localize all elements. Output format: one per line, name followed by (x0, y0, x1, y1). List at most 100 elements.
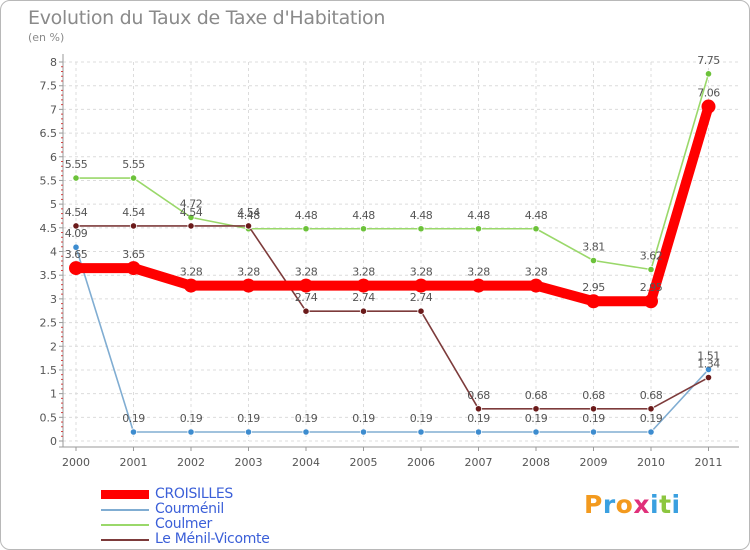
data-point (302, 307, 310, 315)
y-tick-labels: 0 0.5 1 1.5 2 2.5 3 3.5 4 4.5 5 5.5 6 6.5 7 7.5 8 (40, 56, 63, 448)
data-label: 4.48 (237, 209, 260, 222)
series-line (75, 225, 710, 410)
y-tick-label: 0.5 (40, 411, 58, 424)
data-point (129, 428, 138, 436)
data-label: 7.06 (697, 87, 720, 100)
proxiti-logo: Proxiti (584, 490, 681, 519)
chart-title: Evolution du Taux de Taxe d'Habitation (28, 7, 386, 29)
grid-lines (63, 61, 739, 442)
data-point (417, 307, 425, 315)
x-tick-label: 2003 (235, 456, 263, 469)
x-tick-label: 2006 (407, 456, 435, 469)
data-label: 1.51 (697, 349, 720, 362)
data-point (241, 278, 256, 293)
data-label: 0.19 (295, 412, 318, 425)
data-point (72, 243, 80, 251)
data-point (589, 405, 598, 413)
series-le-m-nil-vicomte (72, 222, 713, 413)
logo-letter: i (671, 490, 681, 519)
x-tick-label: 2000 (62, 456, 90, 469)
data-point (302, 428, 310, 436)
data-point (129, 174, 138, 182)
data-point (244, 428, 253, 436)
data-point (187, 222, 195, 230)
data-point (704, 70, 713, 78)
x-tick-label: 2010 (637, 456, 665, 469)
data-point (529, 278, 543, 293)
y-tick-label: 1 (50, 388, 57, 401)
data-label: 3.28 (467, 266, 490, 279)
data-point (532, 225, 540, 233)
data-label: 2.74 (352, 291, 375, 304)
data-point (701, 99, 716, 114)
data-point (414, 278, 428, 293)
data-point (244, 222, 253, 230)
data-point (644, 294, 658, 309)
chart-legend: CROISILLES Courménil Coulmer Le Ménil-Vicom… (101, 487, 270, 547)
y-tick-label: 3.5 (40, 269, 58, 282)
data-point (532, 405, 540, 413)
data-labels: 3.65 3.65 3.28 3.28 3.28 3.28 3.28 3.28 3.28 2.95… (65, 54, 721, 425)
data-point (704, 365, 713, 374)
x-tick-label: 2009 (580, 456, 608, 469)
data-label: 3.62 (640, 250, 663, 263)
data-label: 4.54 (65, 206, 88, 219)
data-label: 0.68 (467, 389, 490, 402)
x-tick-label: 2005 (350, 456, 378, 469)
x-tick-labels: 2000 2001 2002 2003 2004 2005 2006 2007 2008 2009… (62, 447, 723, 469)
data-label: 0.19 (525, 412, 548, 425)
legend-item: Courménil (101, 502, 270, 517)
data-label: 0.19 (180, 412, 203, 425)
data-point (126, 261, 141, 276)
y-tick-label: 7 (50, 103, 57, 116)
data-label: 4.09 (65, 227, 88, 240)
data-label: 0.19 (640, 412, 663, 425)
data-label: 1.34 (697, 358, 720, 371)
series-line (75, 73, 710, 271)
legend-label: Coulmer (155, 516, 213, 532)
data-label: 3.28 (410, 266, 433, 279)
data-label: 4.54 (180, 206, 203, 219)
y-tick-label: 2.5 (40, 317, 58, 330)
x-tick-label: 2011 (695, 456, 723, 469)
y-tick-label: 5.5 (40, 174, 58, 187)
data-point (704, 373, 713, 382)
y-tick-label: 4 (50, 246, 57, 259)
legend-swatch (101, 523, 149, 526)
y-tick-label: 1.5 (40, 364, 58, 377)
data-label: 4.54 (122, 206, 145, 219)
data-label: 7.75 (697, 54, 720, 67)
data-point (302, 225, 310, 233)
logo-letter: P (584, 490, 603, 519)
data-label: 3.65 (65, 248, 88, 261)
chart-subtitle: (en %) (28, 31, 65, 44)
logo-letter: r (602, 490, 616, 519)
data-label: 0.68 (525, 389, 548, 402)
data-label: 4.48 (352, 209, 375, 222)
legend-swatch (101, 538, 149, 541)
logo-letter: x (633, 490, 650, 519)
series-line (75, 246, 710, 433)
data-label: 0.19 (410, 412, 433, 425)
data-label: 2.74 (410, 291, 433, 304)
x-tick-label: 2002 (177, 456, 205, 469)
data-label: 3.28 (295, 266, 318, 279)
data-point (187, 213, 195, 221)
data-label: 2.95 (640, 281, 663, 294)
data-label: 5.55 (122, 158, 145, 171)
legend-item: Coulmer (101, 517, 270, 532)
data-label: 4.48 (525, 209, 548, 222)
data-point (359, 307, 368, 315)
data-label: 4.54 (237, 206, 260, 219)
data-label: 3.28 (180, 266, 203, 279)
x-tick-label: 2008 (522, 456, 550, 469)
data-point (471, 278, 486, 293)
data-point (184, 278, 198, 293)
data-label: 0.68 (640, 389, 663, 402)
y-tick-label: 7.5 (40, 80, 58, 93)
data-point (474, 428, 483, 436)
series-croisilles (69, 99, 716, 309)
series-courm-nil (72, 243, 713, 436)
